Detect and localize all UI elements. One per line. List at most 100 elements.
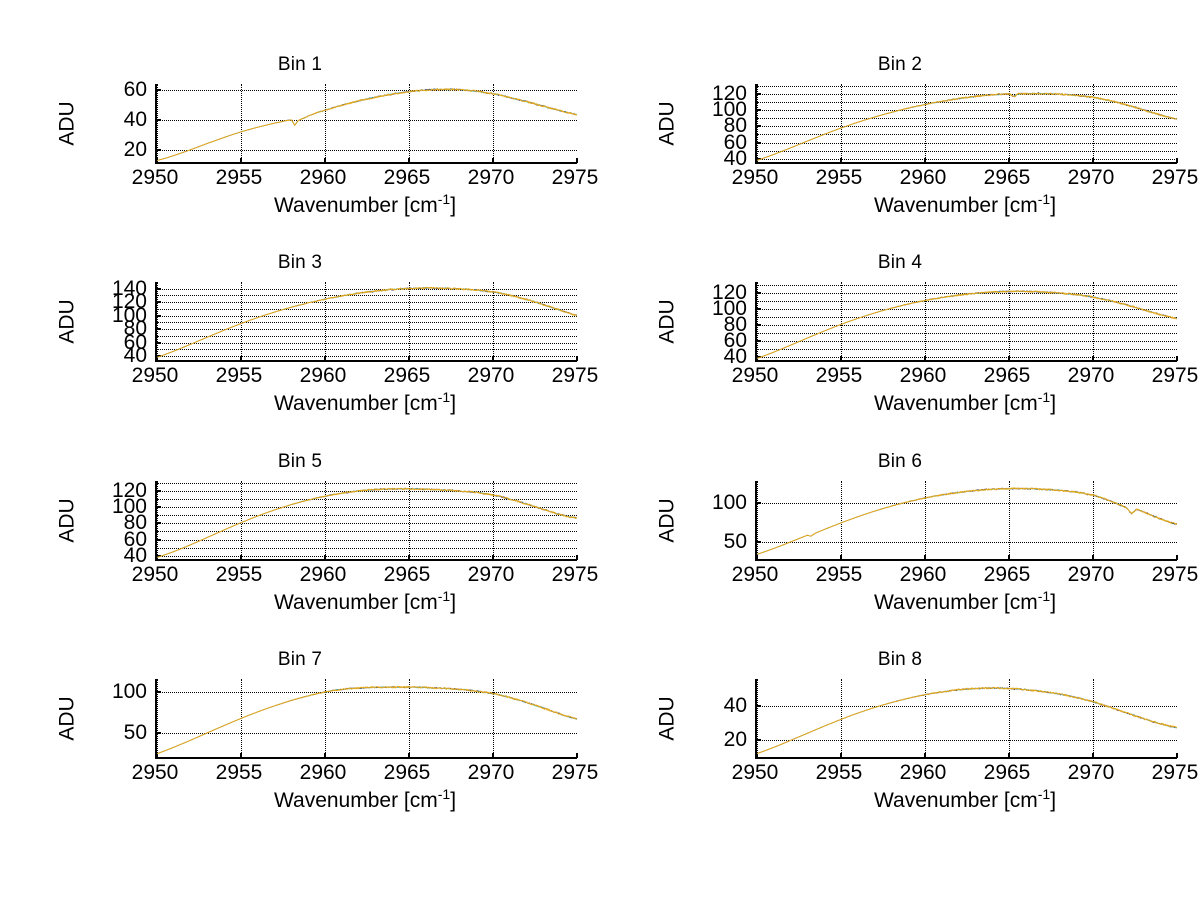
y-tick-mark (156, 731, 161, 734)
x-tick-mark (1092, 356, 1094, 361)
x-tick-label: 2950 (731, 364, 779, 387)
x-axis-label-superscript: -1 (437, 786, 451, 802)
x-tick-label: 2955 (815, 364, 863, 387)
x-tick-label: 2970 (1067, 761, 1115, 784)
y-tick-mark (756, 739, 761, 742)
y-tick-mark (156, 522, 161, 525)
x-tick-mark (1092, 753, 1094, 758)
y-axis-label: ADU (628, 679, 706, 757)
x-tick-mark (1008, 356, 1010, 361)
plot-panel-bin-5: Bin 5 ADU 40 60 80 100 120 2950 2955 2960 2965 2970… (0, 441, 600, 646)
x-tick-label: 2960 (299, 166, 347, 189)
y-axis-label: ADU (628, 282, 706, 360)
x-tick-mark (240, 753, 242, 758)
x-tick-mark (1176, 158, 1178, 163)
x-tick-mark (1176, 753, 1178, 758)
y-tick-mark (156, 489, 161, 492)
y-tick-label: 20 (123, 138, 147, 161)
plot-panel-bin-2: Bin 2 ADU 40 60 80 100 120 2950 2955 2960 2965 2970… (600, 44, 1200, 249)
x-tick-mark (576, 158, 578, 163)
plot-axes (755, 282, 1178, 362)
x-tick-label: 2950 (131, 166, 179, 189)
y-tick-mark (156, 506, 161, 508)
x-tick-labels: 2950 2955 2960 2965 2970 2975 (132, 164, 599, 194)
x-tick-mark (1008, 753, 1010, 758)
y-tick-mark (756, 339, 761, 342)
x-tick-labels: 2950 2955 2960 2965 2970 2975 (732, 561, 1199, 591)
x-tick-label: 2970 (467, 563, 515, 586)
x-tick-label: 2965 (383, 166, 431, 189)
x-tick-label: 2965 (983, 563, 1031, 586)
y-axis-label-text: ADU (55, 100, 79, 146)
x-tick-label: 2970 (1067, 166, 1115, 189)
panel-title: Bin 3 (277, 252, 323, 273)
x-tick-label: 2970 (467, 364, 515, 387)
y-tick-mark (156, 89, 161, 91)
y-tick-mark (156, 301, 161, 304)
y-tick-mark (756, 157, 761, 160)
panel-title: Bin 8 (877, 649, 923, 670)
x-tick-label: 2965 (983, 166, 1031, 189)
x-tick-label: 2975 (551, 563, 599, 586)
x-tick-mark (156, 753, 158, 758)
y-tick-mark (756, 109, 761, 111)
x-axis-label-suffix: ] (1050, 789, 1057, 812)
x-tick-label: 2970 (1067, 364, 1115, 387)
x-tick-mark (924, 356, 926, 361)
x-tick-label: 2975 (551, 166, 599, 189)
y-tick-label: 120 (711, 81, 747, 105)
x-tick-label: 2970 (467, 761, 515, 784)
plot-panel-bin-1: Bin 1 ADU 20 40 60 2950 2955 2960 2965 2970 2975 Wa… (0, 44, 600, 249)
x-tick-mark (156, 555, 158, 560)
y-tick-mark (756, 540, 761, 543)
x-tick-label: 2970 (467, 166, 515, 189)
spectrum-curve (757, 679, 1177, 757)
y-tick-label: 100 (111, 680, 147, 703)
plot-axes (155, 282, 578, 362)
x-tick-label: 2950 (731, 563, 779, 586)
x-tick-mark (324, 356, 326, 361)
spectrum-curve (757, 84, 1177, 162)
x-axis-label: Wavenumber [cm-1] (155, 390, 575, 416)
x-tick-mark (324, 158, 326, 163)
y-tick-label: 60 (123, 78, 147, 101)
plot-axes (155, 481, 578, 561)
x-axis-label-suffix: ] (450, 789, 457, 812)
x-tick-mark (324, 753, 326, 758)
x-axis-label-suffix: ] (1050, 392, 1057, 415)
x-tick-mark (408, 555, 410, 560)
x-axis-label-prefix: Wavenumber [cm (273, 392, 438, 415)
y-tick-mark (756, 125, 761, 128)
x-axis-label: Wavenumber [cm-1] (755, 787, 1175, 813)
y-tick-label: 50 (123, 720, 147, 744)
y-tick-mark (756, 323, 761, 326)
x-axis-label-prefix: Wavenumber [cm (873, 591, 1038, 614)
x-tick-mark (156, 356, 158, 361)
x-tick-mark (756, 753, 758, 758)
y-tick-label: 50 (723, 529, 747, 553)
y-tick-label: 80 (123, 317, 147, 341)
y-tick-mark (756, 355, 761, 358)
y-tick-label: 60 (723, 130, 747, 154)
x-tick-label: 2965 (383, 563, 431, 586)
x-tick-mark (840, 753, 842, 758)
y-tick-label: 40 (723, 694, 747, 718)
y-tick-label: 60 (723, 328, 747, 352)
y-axis-label-text: ADU (55, 298, 79, 344)
y-axis-label: ADU (28, 481, 106, 559)
x-tick-label: 2975 (1151, 761, 1199, 784)
y-tick-mark (156, 287, 161, 290)
x-tick-mark (1176, 356, 1178, 361)
x-tick-label: 2960 (299, 563, 347, 586)
x-tick-mark (924, 753, 926, 758)
x-tick-label: 2960 (899, 166, 947, 189)
y-axis-label-text: ADU (655, 100, 679, 146)
x-axis-label-prefix: Wavenumber [cm (273, 789, 438, 812)
x-tick-mark (840, 158, 842, 163)
x-tick-label: 2975 (1151, 563, 1199, 586)
x-tick-mark (408, 356, 410, 361)
x-tick-labels: 2950 2955 2960 2965 2970 2975 (732, 362, 1199, 392)
panel-title: Bin 7 (277, 649, 323, 670)
x-tick-label: 2975 (1151, 166, 1199, 189)
